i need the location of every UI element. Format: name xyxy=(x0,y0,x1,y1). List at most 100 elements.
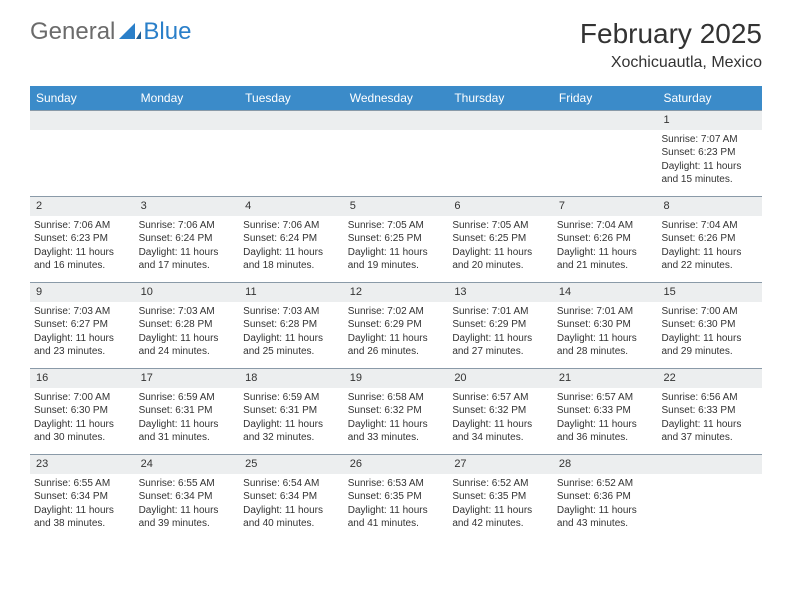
day-number: 11 xyxy=(239,282,344,302)
sunset-line: Sunset: 6:31 PM xyxy=(243,404,340,418)
day-number: 7 xyxy=(553,196,658,216)
day-cell: 24Sunrise: 6:55 AMSunset: 6:34 PMDayligh… xyxy=(135,454,240,540)
sunrise-line: Sunrise: 6:55 AM xyxy=(34,477,131,491)
day-cell: 21Sunrise: 6:57 AMSunset: 6:33 PMDayligh… xyxy=(553,368,658,454)
day-number: 3 xyxy=(135,196,240,216)
day-number: 15 xyxy=(657,282,762,302)
sunset-line: Sunset: 6:24 PM xyxy=(243,232,340,246)
brand-sail-icon xyxy=(119,21,141,44)
sunset-line: Sunset: 6:28 PM xyxy=(139,318,236,332)
sunset-line: Sunset: 6:31 PM xyxy=(139,404,236,418)
weekday-header-row: SundayMondayTuesdayWednesdayThursdayFrid… xyxy=(30,86,762,110)
daylight-line: Daylight: 11 hours and 15 minutes. xyxy=(661,160,758,187)
daylight-line: Daylight: 11 hours and 23 minutes. xyxy=(34,332,131,359)
day-cell: 2Sunrise: 7:06 AMSunset: 6:23 PMDaylight… xyxy=(30,196,135,282)
day-cell: 16Sunrise: 7:00 AMSunset: 6:30 PMDayligh… xyxy=(30,368,135,454)
daylight-line: Daylight: 11 hours and 21 minutes. xyxy=(557,246,654,273)
sunset-line: Sunset: 6:24 PM xyxy=(139,232,236,246)
daylight-line: Daylight: 11 hours and 32 minutes. xyxy=(243,418,340,445)
daylight-line: Daylight: 11 hours and 25 minutes. xyxy=(243,332,340,359)
brand-text-blue: Blue xyxy=(143,18,191,46)
daylight-line: Daylight: 11 hours and 38 minutes. xyxy=(34,504,131,531)
day-number: 23 xyxy=(30,454,135,474)
day-cell: 15Sunrise: 7:00 AMSunset: 6:30 PMDayligh… xyxy=(657,282,762,368)
day-cell: 11Sunrise: 7:03 AMSunset: 6:28 PMDayligh… xyxy=(239,282,344,368)
day-number: 9 xyxy=(30,282,135,302)
sunrise-line: Sunrise: 6:59 AM xyxy=(243,391,340,405)
day-number: 6 xyxy=(448,196,553,216)
day-cell: 25Sunrise: 6:54 AMSunset: 6:34 PMDayligh… xyxy=(239,454,344,540)
sunrise-line: Sunrise: 6:58 AM xyxy=(348,391,445,405)
day-cell: 8Sunrise: 7:04 AMSunset: 6:26 PMDaylight… xyxy=(657,196,762,282)
daylight-line: Daylight: 11 hours and 29 minutes. xyxy=(661,332,758,359)
sunset-line: Sunset: 6:23 PM xyxy=(34,232,131,246)
day-number xyxy=(657,454,762,474)
title-block: February 2025 Xochicuautla, Mexico xyxy=(580,18,762,72)
day-cell: 3 Sunrise: 7:06 AMSunset: 6:24 PMDaylight… xyxy=(135,196,240,282)
daylight-line: Daylight: 11 hours and 20 minutes. xyxy=(452,246,549,273)
day-cell: 17Sunrise: 6:59 AMSunset: 6:31 PMDayligh… xyxy=(135,368,240,454)
weekday-header-cell: Saturday xyxy=(657,86,762,110)
sunset-line: Sunset: 6:23 PM xyxy=(661,146,758,160)
daylight-line: Daylight: 11 hours and 26 minutes. xyxy=(348,332,445,359)
day-cell: 22Sunrise: 6:56 AMSunset: 6:33 PMDayligh… xyxy=(657,368,762,454)
daylight-line: Daylight: 11 hours and 31 minutes. xyxy=(139,418,236,445)
daylight-line: Daylight: 11 hours and 40 minutes. xyxy=(243,504,340,531)
sunrise-line: Sunrise: 6:57 AM xyxy=(452,391,549,405)
day-number: 17 xyxy=(135,368,240,388)
day-cell xyxy=(344,110,449,196)
day-cell: 27Sunrise: 6:52 AMSunset: 6:35 PMDayligh… xyxy=(448,454,553,540)
daylight-line: Daylight: 11 hours and 19 minutes. xyxy=(348,246,445,273)
daylight-line: Daylight: 11 hours and 42 minutes. xyxy=(452,504,549,531)
day-cell: 9Sunrise: 7:03 AMSunset: 6:27 PMDaylight… xyxy=(30,282,135,368)
daylight-line: Daylight: 11 hours and 27 minutes. xyxy=(452,332,549,359)
day-cell: 23 Sunrise: 6:55 AMSunset: 6:34 PMDayligh… xyxy=(30,454,135,540)
day-cell xyxy=(30,110,135,196)
daylight-line: Daylight: 11 hours and 17 minutes. xyxy=(139,246,236,273)
day-number: 24 xyxy=(135,454,240,474)
sunrise-line: Sunrise: 7:07 AM xyxy=(661,133,758,147)
sunrise-line: Sunrise: 7:04 AM xyxy=(661,219,758,233)
location-subtitle: Xochicuautla, Mexico xyxy=(580,54,762,72)
day-cell xyxy=(135,110,240,196)
day-number xyxy=(30,110,135,130)
daylight-line: Daylight: 11 hours and 39 minutes. xyxy=(139,504,236,531)
sunset-line: Sunset: 6:35 PM xyxy=(348,490,445,504)
sunrise-line: Sunrise: 7:06 AM xyxy=(139,219,236,233)
daylight-line: Daylight: 11 hours and 22 minutes. xyxy=(661,246,758,273)
day-cell xyxy=(657,454,762,540)
day-number: 4 xyxy=(239,196,344,216)
day-number xyxy=(553,110,658,130)
sunset-line: Sunset: 6:25 PM xyxy=(452,232,549,246)
weekday-header-cell: Monday xyxy=(135,86,240,110)
sunset-line: Sunset: 6:32 PM xyxy=(348,404,445,418)
sunrise-line: Sunrise: 6:53 AM xyxy=(348,477,445,491)
daylight-line: Daylight: 11 hours and 36 minutes. xyxy=(557,418,654,445)
sunset-line: Sunset: 6:34 PM xyxy=(139,490,236,504)
sunrise-line: Sunrise: 7:03 AM xyxy=(139,305,236,319)
weekday-header-cell: Sunday xyxy=(30,86,135,110)
sunset-line: Sunset: 6:26 PM xyxy=(557,232,654,246)
day-cell: 6Sunrise: 7:05 AMSunset: 6:25 PMDaylight… xyxy=(448,196,553,282)
day-cell xyxy=(448,110,553,196)
sunset-line: Sunset: 6:34 PM xyxy=(34,490,131,504)
sunrise-line: Sunrise: 7:02 AM xyxy=(348,305,445,319)
day-cell: 26Sunrise: 6:53 AMSunset: 6:35 PMDayligh… xyxy=(344,454,449,540)
day-cell: 10Sunrise: 7:03 AMSunset: 6:28 PMDayligh… xyxy=(135,282,240,368)
sunset-line: Sunset: 6:28 PM xyxy=(243,318,340,332)
day-number: 28 xyxy=(553,454,658,474)
daylight-line: Daylight: 11 hours and 34 minutes. xyxy=(452,418,549,445)
day-number: 16 xyxy=(30,368,135,388)
day-number xyxy=(344,110,449,130)
day-number: 8 xyxy=(657,196,762,216)
day-cell xyxy=(239,110,344,196)
day-number: 10 xyxy=(135,282,240,302)
day-number: 22 xyxy=(657,368,762,388)
week-row: 23Sunrise: 6:55 AMSunset: 6:34 PMDayligh… xyxy=(30,454,762,540)
day-number: 13 xyxy=(448,282,553,302)
sunrise-line: Sunrise: 6:52 AM xyxy=(452,477,549,491)
sunrise-line: Sunrise: 7:06 AM xyxy=(243,219,340,233)
day-number: 25 xyxy=(239,454,344,474)
daylight-line: Daylight: 11 hours and 28 minutes. xyxy=(557,332,654,359)
daylight-line: Daylight: 11 hours and 18 minutes. xyxy=(243,246,340,273)
